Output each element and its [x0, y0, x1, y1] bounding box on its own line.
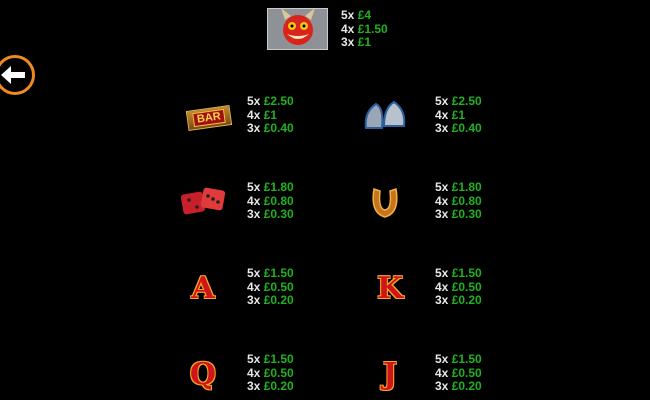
devil-paytable: 5x £4 4x £1.50 3x £1: [341, 8, 388, 49]
horseshoe-paytable: 5x £1.80 4x £0.80 3x £0.30: [435, 180, 482, 221]
letter-a-icon: A: [191, 270, 215, 306]
queen-paytable: 5x £1.50 4x £0.50 3x £0.20: [247, 352, 294, 393]
dice-paytable: 5x £1.80 4x £0.80 3x £0.30: [247, 180, 294, 221]
letter-j-symbol: J: [370, 354, 410, 394]
bar-paytable: 5x £2.50 4x £1 3x £0.40: [247, 94, 294, 135]
back-button[interactable]: [0, 55, 35, 95]
jack-paytable: 5x £1.50 4x £0.50 3x £0.20: [435, 352, 482, 393]
bell-paytable: 5x £2.50 4x £1 3x £0.40: [435, 94, 482, 135]
arrow-left-icon: [1, 66, 25, 84]
letter-q-symbol: Q: [183, 354, 223, 394]
letter-a-symbol: A: [183, 268, 223, 308]
devil-icon: [280, 8, 315, 45]
bell-symbol: [360, 96, 410, 136]
letter-k-symbol: K: [370, 268, 410, 308]
horseshoe-icon: [372, 188, 398, 218]
horseshoe-symbol: [366, 182, 404, 222]
dice-icon: [180, 187, 226, 215]
devil-symbol: [267, 8, 328, 50]
letter-j-icon: J: [382, 356, 398, 392]
bar-icon: BAR: [185, 105, 233, 131]
ace-paytable: 5x £1.50 4x £0.50 3x £0.20: [247, 266, 294, 307]
letter-q-icon: Q: [189, 356, 217, 392]
bell-icon: [364, 100, 406, 129]
letter-k-icon: K: [376, 270, 404, 306]
dice-symbol: [180, 185, 228, 217]
king-paytable: 5x £1.50 4x £0.50 3x £0.20: [435, 266, 482, 307]
bar-symbol: BAR: [180, 103, 238, 133]
